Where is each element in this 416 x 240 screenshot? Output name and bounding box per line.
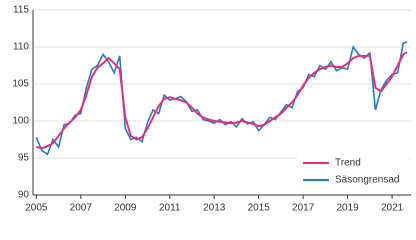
x-tick-label: 2021 (381, 203, 404, 214)
y-tick-label: 105 (12, 79, 29, 90)
x-tick-label: 2017 (292, 203, 315, 214)
x-tick-label: 2007 (70, 203, 93, 214)
chart: 90 95 100 105 110 115 2005 2007 2009 2011 2013 2015… (12, 5, 411, 214)
legend-box (297, 153, 409, 191)
series-line (36, 51, 408, 150)
y-tick-label: 90 (18, 190, 30, 201)
legend-label: Säsongrensad (335, 175, 400, 186)
x-tick-label: 2013 (203, 203, 226, 214)
x-tick-label: 2015 (248, 203, 271, 214)
x-tick-label: 2019 (337, 203, 360, 214)
legend-label: Trend (335, 158, 361, 169)
y-tick-label: 115 (13, 5, 29, 16)
y-tick-label: 110 (13, 42, 29, 53)
x-tick-label: 2009 (114, 203, 137, 214)
x-tick-label: 2005 (25, 203, 48, 214)
y-tick-label: 100 (12, 116, 29, 127)
x-tick-label: 2011 (159, 203, 181, 214)
y-tick-label: 95 (18, 153, 30, 164)
